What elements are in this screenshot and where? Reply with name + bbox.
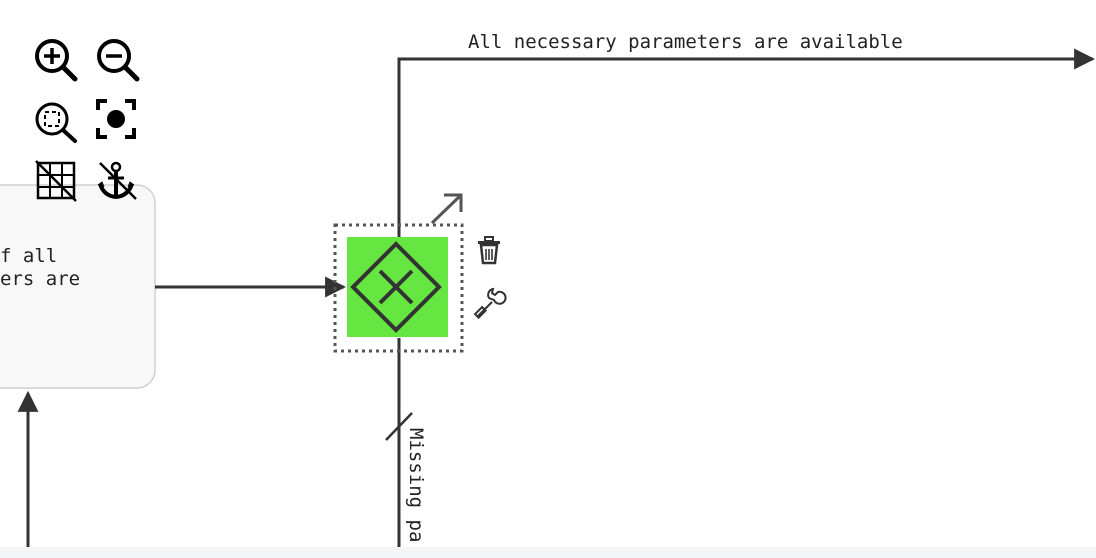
zoom-in-icon[interactable] bbox=[35, 39, 78, 82]
center-focus-icon[interactable] bbox=[96, 99, 136, 139]
task-label-line-1: f all bbox=[0, 245, 57, 267]
flow-label-missing-parameters: Missing pa bbox=[405, 428, 427, 542]
zoom-out-icon[interactable] bbox=[97, 39, 140, 82]
wrench-icon[interactable] bbox=[473, 287, 507, 320]
trash-icon[interactable] bbox=[478, 236, 500, 265]
anchor-icon[interactable] bbox=[97, 161, 137, 200]
connect-arrow-icon[interactable] bbox=[430, 193, 463, 225]
default-flow-marker bbox=[385, 412, 413, 441]
exclusive-gateway[interactable] bbox=[347, 237, 448, 337]
gateway-selection-outline bbox=[333, 223, 464, 353]
flow-label-parameters-available: All necessary parameters are available bbox=[468, 31, 903, 53]
footer-bar bbox=[0, 547, 1096, 558]
flow-parameters-available[interactable] bbox=[397, 48, 1096, 238]
zoom-to-fit-icon[interactable] bbox=[35, 102, 77, 143]
task-label-line-2: ers are bbox=[0, 268, 80, 290]
task-box[interactable]: f all ers are bbox=[0, 184, 156, 389]
grid-toggle-icon[interactable] bbox=[35, 160, 77, 202]
